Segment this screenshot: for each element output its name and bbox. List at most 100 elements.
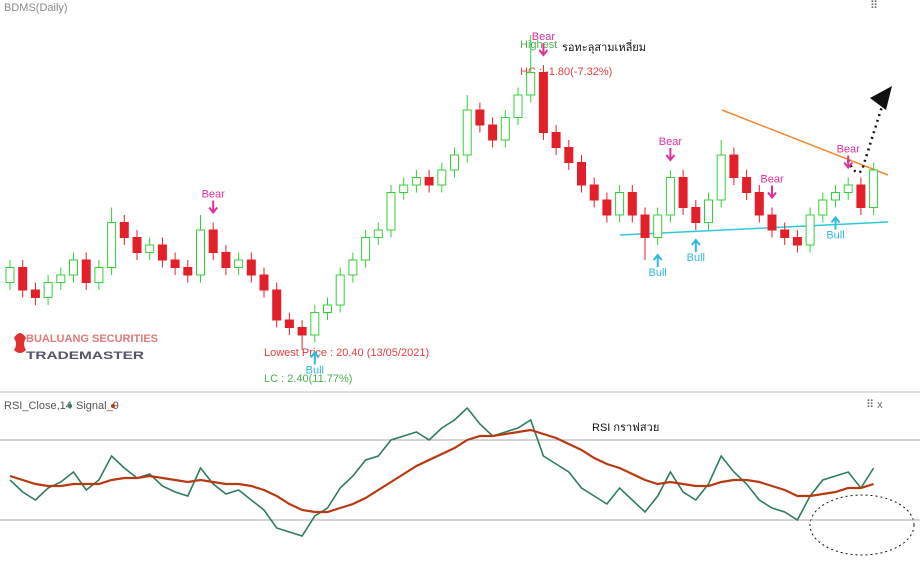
bear-arrow — [208, 200, 218, 215]
candle-body — [69, 259, 78, 276]
candle-body — [780, 229, 790, 238]
resistance-line — [721, 109, 889, 176]
bull-label: Bull — [687, 252, 705, 264]
candle-body — [488, 124, 498, 141]
price-note: รอทะลุสามเหลี่ยม — [562, 39, 646, 54]
bear-arrow — [538, 43, 549, 57]
bull-label: Bull — [826, 229, 844, 241]
pane-control[interactable]: ⠿ — [870, 0, 878, 12]
candle-body — [564, 147, 574, 163]
candle-body — [399, 184, 409, 193]
bear-label: Bear — [760, 173, 784, 185]
candle-body — [107, 222, 117, 268]
candle-body — [411, 177, 421, 186]
logo-icon — [14, 333, 26, 353]
bull-arrow — [652, 253, 663, 267]
candle-body — [94, 267, 104, 283]
candle-body — [284, 319, 294, 328]
note-bg — [560, 30, 785, 66]
pane-control[interactable]: ⠿ x — [866, 399, 883, 411]
candle-body — [81, 259, 91, 283]
candle-body — [602, 199, 612, 216]
candle-body — [361, 237, 371, 261]
candle-body — [818, 199, 828, 216]
rsi-line — [9, 406, 875, 537]
rsi-note: RSI กราฟสวย — [592, 422, 659, 434]
candle-body — [665, 177, 675, 216]
candle-body — [18, 267, 28, 291]
candle-body — [869, 169, 879, 208]
bull-label: Bull — [306, 364, 324, 376]
lowest-label: Lowest Price : 20.40 (13/05/2021) — [264, 347, 429, 359]
bull-arrow — [691, 238, 701, 252]
candle-body — [691, 207, 701, 223]
highlight-ellipse — [809, 494, 915, 556]
candle-body — [615, 192, 625, 216]
candle-body — [678, 177, 688, 208]
candle-body — [805, 214, 815, 246]
candle-body — [335, 274, 345, 306]
candle-body — [792, 237, 802, 246]
candle-body — [272, 289, 282, 321]
candle-body — [500, 117, 510, 141]
candle-body — [183, 267, 193, 276]
candle-body — [526, 72, 536, 96]
candle-body — [640, 214, 650, 238]
brand-logo: BUALUANG SECURITIES TRADEMASTER — [14, 333, 158, 362]
candle-body — [56, 274, 66, 283]
candle-body — [843, 184, 853, 193]
candle-body — [513, 94, 523, 118]
brand-company: BUALUANG SECURITIES — [26, 333, 158, 345]
candle-body — [246, 259, 256, 276]
candle-body — [221, 252, 231, 268]
candle-body — [716, 154, 726, 201]
brand-product: TRADEMASTER — [26, 350, 144, 362]
candle-body — [259, 274, 269, 291]
candle-body — [157, 244, 167, 261]
bear-label: Bear — [659, 136, 683, 148]
candle-body — [754, 192, 764, 216]
candle-body — [196, 229, 205, 276]
candle-body — [627, 192, 637, 216]
candle-body — [5, 267, 15, 283]
candle-body — [234, 259, 244, 268]
candle-body — [653, 214, 663, 238]
rsi-line — [9, 428, 874, 514]
bear-arrow — [843, 155, 853, 170]
legend-dot — [111, 404, 115, 408]
candle-body — [437, 169, 447, 186]
candle-body — [729, 154, 739, 178]
candle-body — [742, 177, 752, 193]
candle-body — [538, 72, 548, 133]
candle-body — [450, 154, 459, 171]
candle-body — [589, 184, 599, 201]
candle-body — [310, 312, 320, 336]
bear-label: Bear — [837, 143, 861, 155]
candle-body — [119, 222, 129, 238]
bear-arrow — [665, 148, 676, 162]
candle-body — [30, 289, 40, 298]
lc-label: LC : 2.40(11.77%) — [264, 373, 352, 385]
bear-label: Bear — [532, 31, 556, 43]
candle-body — [462, 109, 472, 156]
bull-arrow — [310, 350, 320, 365]
candle-body — [704, 199, 713, 223]
bull-arrow — [830, 215, 841, 230]
candle-body — [856, 184, 866, 208]
bear-label: Bear — [202, 188, 226, 200]
legend-dot — [68, 404, 72, 408]
rsi-legend-2: Signal_9 — [76, 400, 119, 412]
rsi-legend-1: RSI_Close,14 — [4, 400, 72, 412]
candle-body — [170, 259, 180, 268]
bull-label: Bull — [649, 267, 667, 279]
candle-body — [348, 259, 358, 276]
candle-body — [577, 162, 586, 186]
candle-body — [475, 109, 485, 126]
candle-body — [208, 229, 218, 253]
chart-title: BDMS(Daily) — [4, 2, 68, 14]
support-line — [619, 221, 889, 236]
candle-body — [323, 304, 332, 313]
candle-body — [132, 237, 142, 253]
candle-body — [373, 229, 383, 238]
